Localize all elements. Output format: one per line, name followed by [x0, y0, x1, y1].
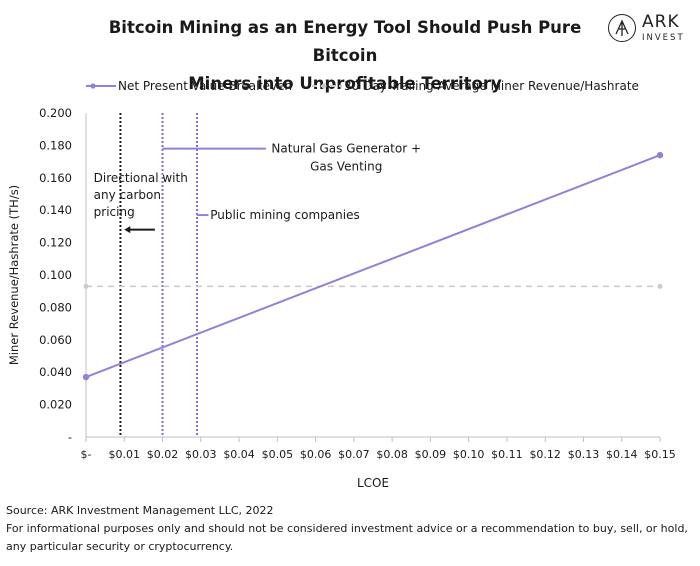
chart-title-line-2: Miners into Unprofitable Territory	[188, 74, 502, 93]
y-tick-label: 0.020	[39, 398, 72, 412]
logo-subtext: INVEST	[642, 33, 685, 43]
x-tick-label: $0.13	[568, 448, 600, 461]
x-tick-label: $0.09	[415, 448, 447, 461]
y-tick-label: 0.160	[39, 171, 72, 185]
annotation-text-carbon: Directional with	[94, 171, 188, 185]
y-tick-label: 0.180	[39, 138, 72, 152]
series-point-trailing	[83, 283, 89, 289]
logo-emblem-icon	[608, 14, 636, 42]
x-tick-label: $0.05	[262, 448, 294, 461]
legend-swatch-npv	[86, 83, 116, 89]
y-axis-title: Miner Revenue/Hashrate (TH/s)	[7, 185, 21, 365]
x-tick-label: $0.14	[606, 448, 638, 461]
chart-footer: Source: ARK Investment Management LLC, 2…	[6, 502, 696, 556]
chart-plot: - 0.020 0.040 0.060 0.080 0.100 0.120 0.140 0.16…	[7, 106, 676, 490]
y-tick-label: -	[68, 430, 72, 444]
series-line-npv	[85, 154, 661, 378]
y-tick-label: 0.120	[39, 236, 72, 250]
annotation-text-carbon: pricing	[94, 205, 135, 219]
annotation-text-public: Public mining companies	[210, 208, 360, 222]
chart-legend: Net Present Value Breakeven 30 Day Trail…	[86, 79, 646, 99]
x-tick-label: $0.10	[453, 448, 485, 461]
y-tick-label: 0.060	[39, 333, 72, 347]
x-tick-label: $0.08	[376, 448, 408, 461]
x-tick-label: $0.02	[147, 448, 179, 461]
x-tick-label: $-	[81, 448, 92, 461]
x-tick-label: $0.06	[300, 448, 332, 461]
annotation-arrowhead-carbon	[124, 226, 131, 234]
annotation-text-carbon: any carbon	[94, 188, 161, 202]
x-tick-label: $0.07	[338, 448, 370, 461]
x-tick-label: $0.15	[644, 448, 676, 461]
x-tick-label: $0.04	[223, 448, 255, 461]
series-point-npv	[656, 151, 664, 159]
annotation-text-gas: Natural Gas Generator +	[271, 142, 421, 156]
x-tick-label: $0.12	[529, 448, 561, 461]
x-axis-title: LCOE	[357, 476, 389, 490]
source-note: Source: ARK Investment Management LLC, 2…	[6, 504, 274, 517]
x-tick-label: $0.01	[109, 448, 141, 461]
ark-invest-logo: ARK INVEST	[608, 12, 688, 48]
y-tick-label: 0.200	[39, 106, 72, 120]
x-tick-label: $0.03	[185, 448, 217, 461]
legend-label-trailing: 30 Day Trailing Average Miner Revenue/Ha…	[344, 79, 639, 93]
series-point-npv	[82, 373, 90, 381]
y-tick-label: 0.040	[39, 365, 72, 379]
legend-item-npv: Net Present Value Breakeven	[86, 79, 292, 93]
chart-title: Bitcoin Mining as an Energy Tool Should …	[80, 14, 610, 98]
chart-title-line-1: Bitcoin Mining as an Energy Tool Should …	[108, 18, 582, 65]
x-tick-label: $0.11	[491, 448, 523, 461]
logo-wordmark: ARK	[642, 12, 680, 32]
legend-item-trailing: 30 Day Trailing Average Miner Revenue/Ha…	[312, 79, 639, 93]
y-tick-label: 0.080	[39, 300, 72, 314]
disclaimer-line-1: For informational purposes only and shou…	[6, 522, 688, 535]
y-tick-label: 0.100	[39, 268, 72, 282]
series-point-trailing	[657, 283, 663, 289]
annotation-text-gas: Gas Venting	[310, 160, 382, 174]
legend-label-npv: Net Present Value Breakeven	[118, 79, 293, 93]
y-tick-label: 0.140	[39, 203, 72, 217]
legend-swatch-trailing	[312, 83, 342, 89]
disclaimer-line-2: any particular security or cryptocurrenc…	[6, 540, 234, 553]
